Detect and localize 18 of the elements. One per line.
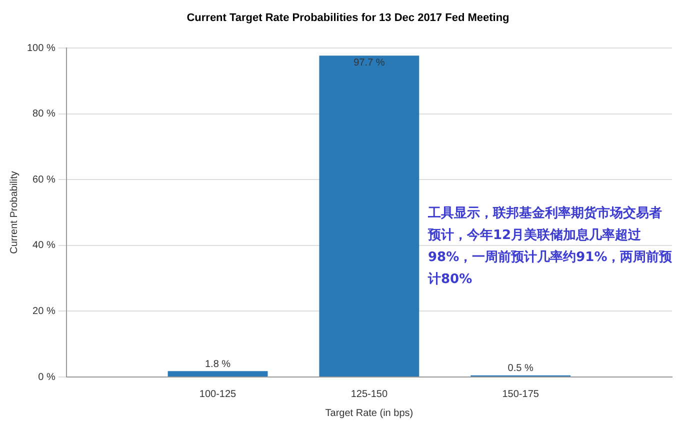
- data-label: 0.5 %: [508, 363, 534, 374]
- chart-title: Current Target Rate Probabilities for 13 Dec 2017 Fed Meeting: [186, 12, 510, 24]
- x-tick-label: 125-150: [350, 388, 388, 400]
- bar: [168, 371, 268, 376]
- y-tick-label: 80 %: [32, 108, 56, 120]
- data-label: 97.7 %: [354, 57, 385, 68]
- y-tick-label: 40 %: [32, 240, 56, 252]
- x-axis-title: Target Rate (in bps): [325, 408, 414, 419]
- y-tick-label: 60 %: [32, 174, 56, 186]
- data-label: 1.8 %: [204, 358, 231, 370]
- y-axis-title: Current Probability: [8, 171, 20, 254]
- y-tick-label: 0 %: [38, 372, 56, 383]
- x-tick-label: 150-175: [502, 388, 540, 400]
- bar: [319, 56, 420, 376]
- annotation: 工具显示，联邦基金利率期货市场交易者预计，今年12月美联储加息几率超过98%，一周前预计几率约91%，两周前预计80%: [428, 204, 673, 289]
- x-tick-label: 100-125: [199, 388, 237, 400]
- y-tick-label: 20 %: [32, 306, 56, 317]
- y-tick-label: 100 %: [26, 42, 56, 54]
